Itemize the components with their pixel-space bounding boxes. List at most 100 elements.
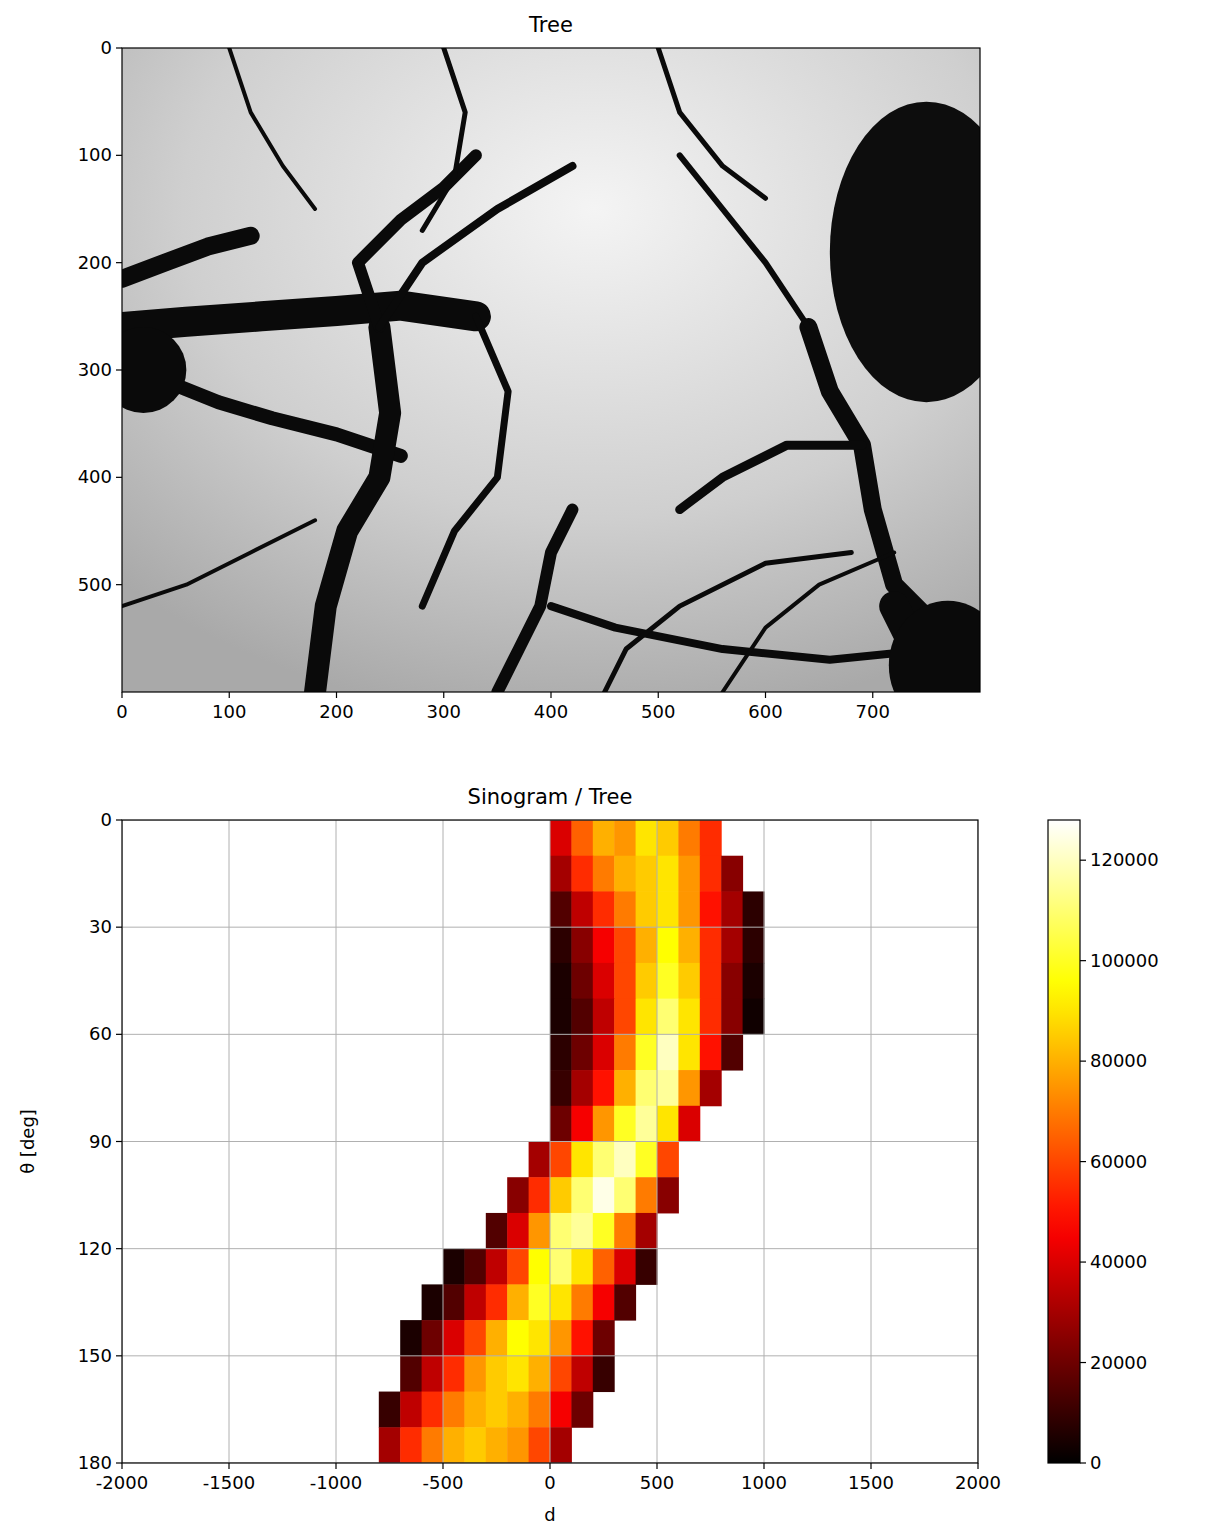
tick	[116, 584, 122, 585]
heatmap-cell	[636, 1070, 658, 1106]
tick	[116, 1248, 122, 1249]
tick-label: 400	[534, 701, 568, 722]
tick-label: 40000	[1090, 1251, 1147, 1272]
heatmap-cell	[743, 963, 765, 999]
heatmap-cell	[550, 1320, 572, 1356]
heatmap-cell	[571, 1320, 593, 1356]
heatmap-cell	[550, 891, 572, 927]
tick-label: 180	[78, 1452, 112, 1473]
tick-label: 30	[89, 916, 112, 937]
tick-label: -1000	[310, 1472, 362, 1493]
heatmap-cell	[571, 927, 593, 963]
heatmap-cell	[593, 1249, 615, 1285]
heatmap-cell	[550, 856, 572, 892]
heatmap-cell	[636, 1213, 658, 1249]
heatmap-cell	[571, 963, 593, 999]
tick-label: 100	[78, 144, 112, 165]
heatmap-cell	[400, 1427, 422, 1463]
tick	[656, 1463, 657, 1469]
axes: 01002003004005006007000100200300400500Tr…	[78, 13, 1023, 730]
heatmap-cell	[529, 1427, 551, 1463]
heatmap-cell	[550, 1106, 572, 1142]
heatmap-cell	[443, 1427, 465, 1463]
tick-label: 600	[748, 701, 782, 722]
tick	[116, 155, 122, 156]
tick	[336, 692, 337, 698]
heatmap-cell	[636, 1249, 658, 1285]
heatmap-cell	[422, 1356, 444, 1392]
tick-label: -1500	[203, 1472, 255, 1493]
heatmap-cell	[571, 1392, 593, 1428]
heatmap-cell	[464, 1284, 486, 1320]
tick-label: 20000	[1090, 1352, 1147, 1373]
heatmap-cell	[400, 1320, 422, 1356]
tick	[121, 692, 122, 698]
heatmap-cell	[721, 856, 743, 892]
tick-label: 60	[89, 1023, 112, 1044]
heatmap-cell	[571, 1213, 593, 1249]
heatmap-cell	[507, 1177, 529, 1213]
title: Sinogram / Tree	[468, 785, 633, 809]
heatmap-cell	[678, 927, 700, 963]
grid-line	[122, 1141, 978, 1142]
heatmap-cell	[550, 1213, 572, 1249]
heatmap-cell	[614, 963, 636, 999]
heatmap-cell	[614, 1249, 636, 1285]
heatmap-cell	[550, 1356, 572, 1392]
colorbar: 020000400006000080000100000120000	[1048, 820, 1159, 1473]
tick	[335, 1463, 336, 1469]
heatmap-cell	[550, 1427, 572, 1463]
heatmap-cell	[422, 1284, 444, 1320]
axis-title: θ [deg]	[17, 1109, 38, 1174]
heatmap-cell	[571, 1034, 593, 1070]
heatmap-cell	[614, 1070, 636, 1106]
heatmap-cell	[486, 1249, 508, 1285]
tick-label: 200	[78, 252, 112, 273]
heatmap-cell	[636, 1142, 658, 1178]
heatmap-cell	[743, 927, 765, 963]
tick-label: 60000	[1090, 1151, 1147, 1172]
heatmap-cell	[593, 1177, 615, 1213]
heatmap-cell	[464, 1427, 486, 1463]
heatmap-cell	[571, 1177, 593, 1213]
tick	[870, 1463, 871, 1469]
heatmap-cell	[422, 1320, 444, 1356]
colorbar-scale	[1048, 820, 1080, 1463]
tick	[872, 692, 873, 698]
heatmap-cell	[614, 927, 636, 963]
heatmap-cell	[507, 1392, 529, 1428]
heatmap-cell	[678, 1070, 700, 1106]
tick	[763, 1463, 764, 1469]
axis-title: d	[544, 1504, 555, 1525]
heatmap-cell	[636, 891, 658, 927]
tick	[1080, 960, 1086, 961]
heatmap-cell	[678, 891, 700, 927]
tree-photo	[122, 48, 980, 692]
frame	[122, 48, 980, 692]
tick	[116, 1355, 122, 1356]
tick-label: 0	[116, 701, 127, 722]
heatmap-cell	[550, 1284, 572, 1320]
heatmap-cell	[614, 999, 636, 1035]
heatmap-cell	[507, 1213, 529, 1249]
heatmap-cell	[593, 1284, 615, 1320]
heatmap-cell	[422, 1427, 444, 1463]
tick-label: 0	[101, 37, 112, 58]
heatmap-cell	[593, 1070, 615, 1106]
heatmap-cell	[529, 1356, 551, 1392]
tick	[116, 262, 122, 263]
heatmap-cell	[486, 1284, 508, 1320]
tick	[1080, 860, 1086, 861]
heatmap-cell	[657, 856, 679, 892]
tick	[549, 1463, 550, 1469]
plot-area	[122, 48, 980, 692]
tick	[229, 692, 230, 698]
heatmap-cell	[636, 820, 658, 856]
heatmap-cell	[636, 856, 658, 892]
heatmap-cell	[636, 963, 658, 999]
heatmap-cell	[743, 891, 765, 927]
tick	[1080, 1261, 1086, 1262]
heatmap-cell	[593, 1320, 615, 1356]
heatmap-cell	[550, 1034, 572, 1070]
heatmap-cell	[571, 1249, 593, 1285]
